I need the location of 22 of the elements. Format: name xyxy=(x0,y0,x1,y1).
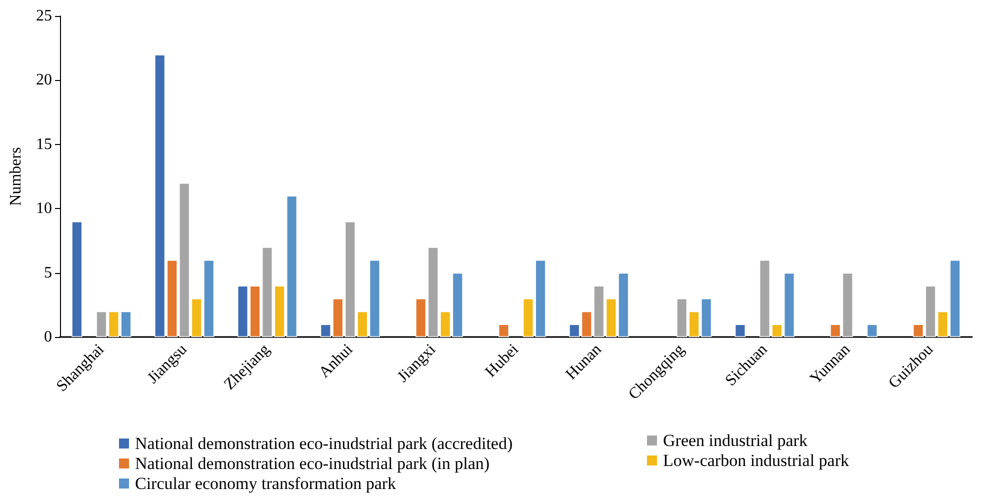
legend-label: National demonstration eco-inudstrial park (in plan) xyxy=(135,454,490,473)
bar xyxy=(830,324,841,337)
y-tick-label: 10 xyxy=(36,200,52,218)
y-tick-label: 0 xyxy=(44,328,52,346)
y-tick-label: 20 xyxy=(36,72,52,89)
y-axis-title: Numbers xyxy=(8,147,24,206)
y-tick-label: 25 xyxy=(36,8,52,24)
bar xyxy=(452,272,463,337)
bar xyxy=(416,298,426,337)
bar xyxy=(569,324,580,337)
bar xyxy=(154,54,166,337)
legend-label: Low-carbon industrial park xyxy=(663,451,850,470)
bar xyxy=(734,324,746,337)
y-tick-label: 15 xyxy=(36,136,52,153)
legend-label: Circular economy transformation park xyxy=(135,474,397,493)
legend-label: National demonstration eco-inudstrial park (accredited) xyxy=(135,434,513,453)
bar xyxy=(866,324,878,337)
bar xyxy=(72,221,82,337)
y-tick-label: 5 xyxy=(44,264,52,282)
bar xyxy=(498,324,510,337)
legend-label: Green industrial park xyxy=(663,431,808,450)
bar xyxy=(842,272,853,337)
